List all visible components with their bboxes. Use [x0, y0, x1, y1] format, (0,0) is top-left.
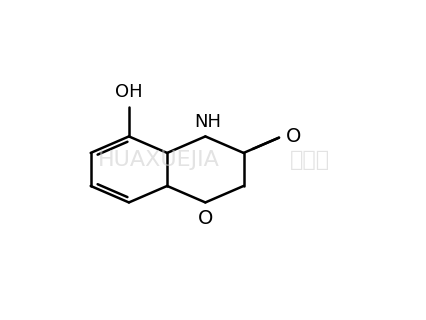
Text: HUAXUEJIA: HUAXUEJIA — [98, 150, 219, 170]
Text: O: O — [198, 209, 213, 228]
Text: NH: NH — [194, 113, 221, 131]
Text: 化学加: 化学加 — [290, 150, 330, 170]
Text: OH: OH — [115, 83, 143, 101]
Text: O: O — [286, 127, 302, 146]
